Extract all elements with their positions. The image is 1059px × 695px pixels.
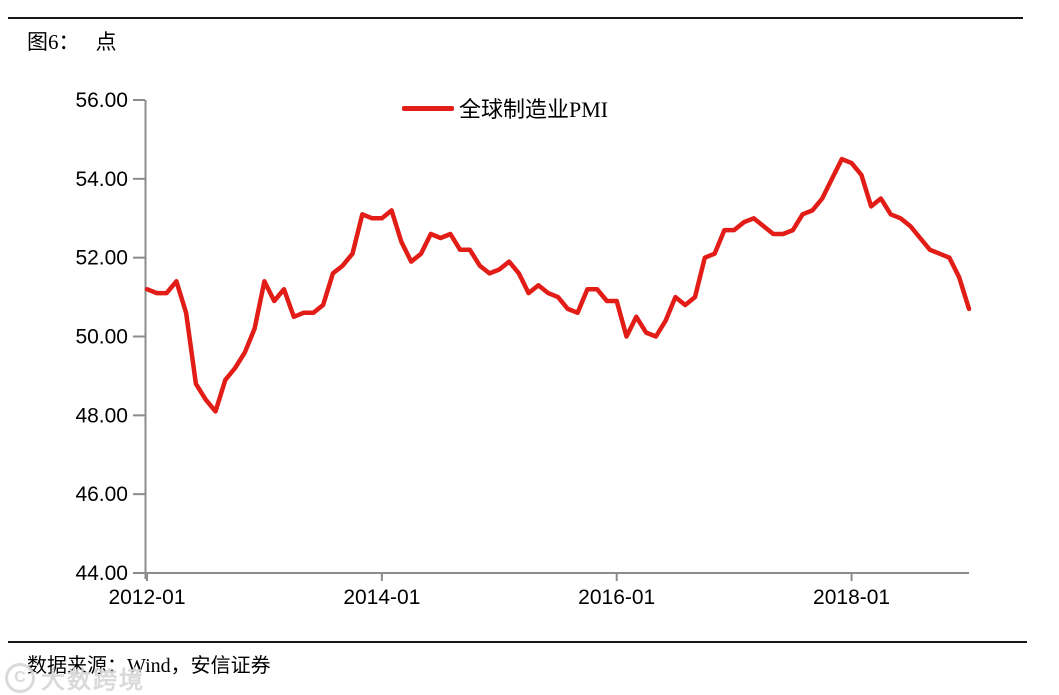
data-source-note: 数据来源：Wind，安信证券 xyxy=(27,655,271,677)
figure-label: 图6： xyxy=(27,30,80,54)
svg-text:46.00: 46.00 xyxy=(75,483,128,506)
svg-text:56.00: 56.00 xyxy=(75,89,128,112)
bottom-divider xyxy=(8,641,1027,643)
legend-line-swatch-icon xyxy=(402,105,454,111)
svg-text:2016-01: 2016-01 xyxy=(578,586,655,609)
svg-text:2012-01: 2012-01 xyxy=(108,586,185,609)
svg-text:2018-01: 2018-01 xyxy=(813,586,890,609)
svg-text:52.00: 52.00 xyxy=(75,247,128,270)
svg-text:50.00: 50.00 xyxy=(75,326,128,349)
svg-text:48.00: 48.00 xyxy=(75,404,128,427)
legend-series-label: 全球制造业PMI xyxy=(459,97,609,122)
svg-text:44.00: 44.00 xyxy=(75,562,128,585)
figure-title: 图6： 点 xyxy=(27,26,117,56)
svg-text:2014-01: 2014-01 xyxy=(343,586,420,609)
top-divider xyxy=(8,17,1023,19)
chart-legend: 全球制造业PMI xyxy=(402,92,608,124)
svg-text:54.00: 54.00 xyxy=(75,168,128,191)
figure-unit: 点 xyxy=(95,30,117,54)
